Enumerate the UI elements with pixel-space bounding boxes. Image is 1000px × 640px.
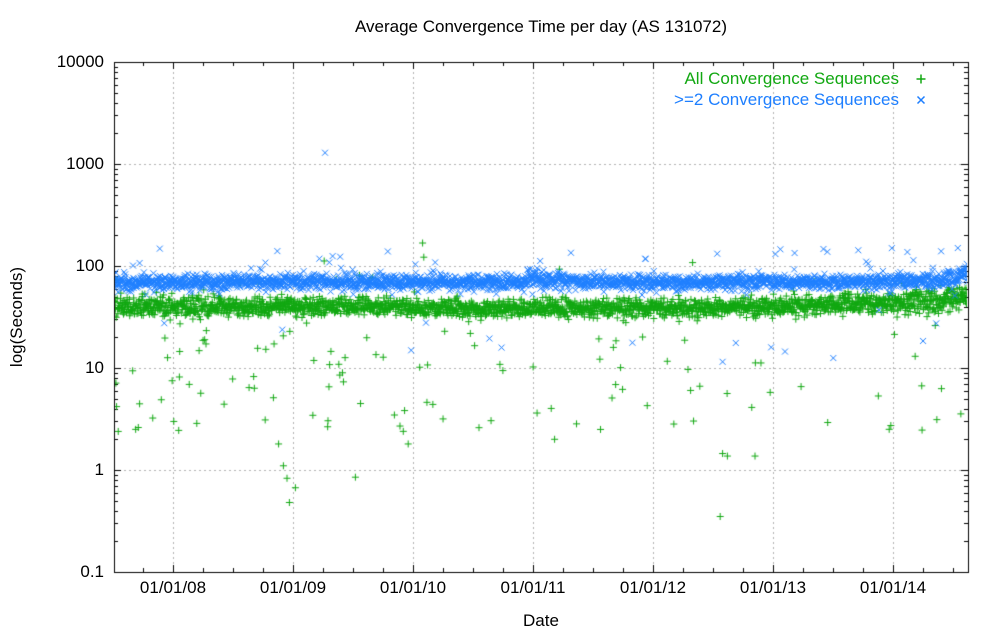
x-tick-label: 01/01/09: [259, 578, 327, 597]
legend-item-all-sequences: All Convergence Sequences: [674, 68, 934, 89]
y-tick-label: 1: [94, 460, 104, 479]
y-tick-label: 1000: [66, 154, 104, 173]
x-tick-label: 01/01/14: [859, 578, 927, 597]
legend-item-ge2-sequences: >=2 Convergence Sequences: [674, 89, 934, 110]
y-tick-label: 0.1: [80, 562, 104, 581]
legend-label-all-sequences: All Convergence Sequences: [684, 68, 899, 88]
chart-title: Average Convergence Time per day (AS 131…: [354, 17, 728, 36]
cross-marker-icon: [916, 95, 926, 104]
y-axis-title: log(Seconds): [7, 266, 26, 368]
y-tick-label: 100: [75, 256, 104, 275]
x-tick-label: 01/01/08: [139, 578, 207, 597]
x-axis-title: Date: [523, 611, 559, 630]
x-tick-label: 01/01/13: [739, 578, 807, 597]
x-tick-label: 01/01/10: [379, 578, 447, 597]
legend-label-ge2-sequences: >=2 Convergence Sequences: [674, 89, 899, 109]
y-tick-label: 10: [85, 358, 104, 377]
legend: All Convergence Sequences >=2 Convergenc…: [674, 68, 934, 110]
plus-marker-icon: [916, 74, 926, 83]
x-tick-label: 01/01/12: [619, 578, 687, 597]
y-tick-label: 10000: [56, 52, 104, 71]
x-tick-label: 01/01/11: [500, 578, 566, 597]
